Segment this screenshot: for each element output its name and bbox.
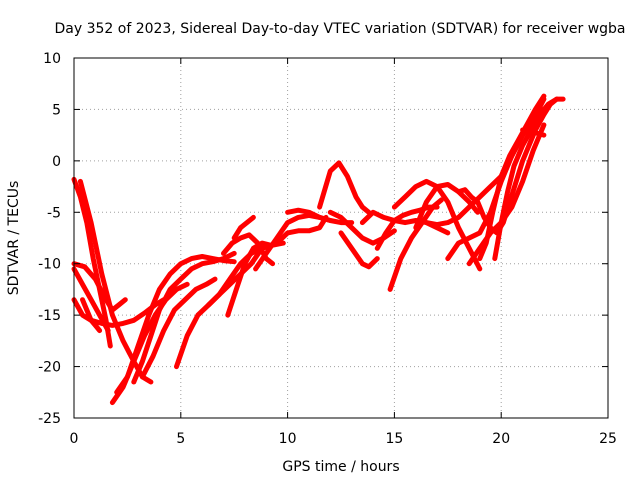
y-tick-label: -15 (38, 308, 61, 324)
x-tick-label: 25 (599, 431, 617, 447)
series-line-33 (520, 127, 547, 138)
series-line-24 (387, 197, 444, 292)
chart-title: Day 352 of 2023, Sidereal Day-to-day VTE… (54, 21, 625, 37)
series-line-1 (71, 176, 113, 349)
plot-frame (73, 57, 609, 419)
series-line-13 (225, 240, 273, 318)
series-line-17 (274, 214, 329, 246)
y-tick-label: 10 (43, 51, 61, 67)
series-line-28 (456, 96, 566, 236)
y-tick-label: -25 (38, 411, 61, 427)
y-tick-label: -10 (38, 257, 61, 273)
grid (74, 58, 608, 418)
axis-ticks: 0 5 10 15 20 25 -25 -20 -15 -10 -5 0 5 10 (38, 51, 617, 447)
x-tick-label: 20 (492, 431, 510, 447)
series-line-10 (139, 276, 218, 380)
series-line-18 (285, 207, 333, 223)
series-line-26 (413, 182, 481, 231)
x-tick-label: 5 (176, 431, 185, 447)
y-tick-label: -20 (38, 360, 61, 376)
series-line-31 (477, 93, 547, 262)
series-line-16 (253, 212, 355, 272)
series-line-21 (338, 230, 380, 270)
x-axis-label: GPS time / hours (282, 459, 399, 475)
x-tick-label: 15 (385, 431, 403, 447)
x-tick-label: 0 (70, 431, 79, 447)
series-line-12 (206, 240, 286, 308)
y-tick-label: 0 (52, 154, 61, 170)
series-line-9 (131, 250, 237, 385)
series-line-30 (466, 122, 547, 267)
series-line-19 (317, 160, 372, 215)
y-tick-label: 5 (52, 102, 61, 118)
y-tick-label: -5 (47, 205, 61, 221)
series-group (71, 93, 566, 406)
series-line-15 (231, 214, 256, 241)
series-line-5 (71, 266, 111, 334)
series-line-6 (80, 297, 103, 334)
series-line-8 (114, 254, 237, 395)
series-line-11 (174, 245, 265, 370)
series-line-14 (221, 232, 276, 267)
y-axis-label: SDTVAR / TECUs (6, 181, 22, 296)
series-line-32 (492, 96, 560, 262)
series-line-23 (374, 204, 440, 251)
x-tick-label: 10 (279, 431, 297, 447)
